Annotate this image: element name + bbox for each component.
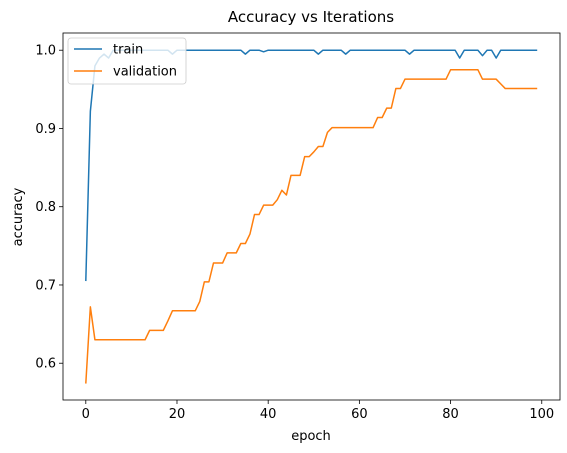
y-tick-label: 0.9 [35, 122, 56, 137]
y-tick-label: 1.0 [35, 44, 56, 59]
x-tick-label: 40 [260, 407, 277, 422]
y-tick-label: 0.7 [35, 278, 56, 293]
y-tick-label: 0.6 [35, 357, 56, 372]
y-axis-label: accuracy [11, 187, 26, 246]
x-tick-label: 100 [529, 407, 554, 422]
plot-frame [62, 32, 561, 401]
series-line-validation [85, 69, 538, 384]
x-tick-label: 60 [351, 407, 368, 422]
x-tick-label: 80 [442, 407, 459, 422]
x-tick-label: 20 [169, 407, 186, 422]
y-tick-label: 0.8 [35, 200, 56, 215]
chart-title: Accuracy vs Iterations [228, 8, 394, 26]
legend-label-train: train [113, 43, 143, 58]
x-axis-label: epoch [291, 429, 331, 444]
plot-area: 0 20 40 60 80 100 0.6 0.7 0.8 0.9 1.0 train validati… [35, 32, 561, 422]
x-tick-label: 0 [82, 407, 90, 422]
legend-label-validation: validation [113, 65, 177, 80]
